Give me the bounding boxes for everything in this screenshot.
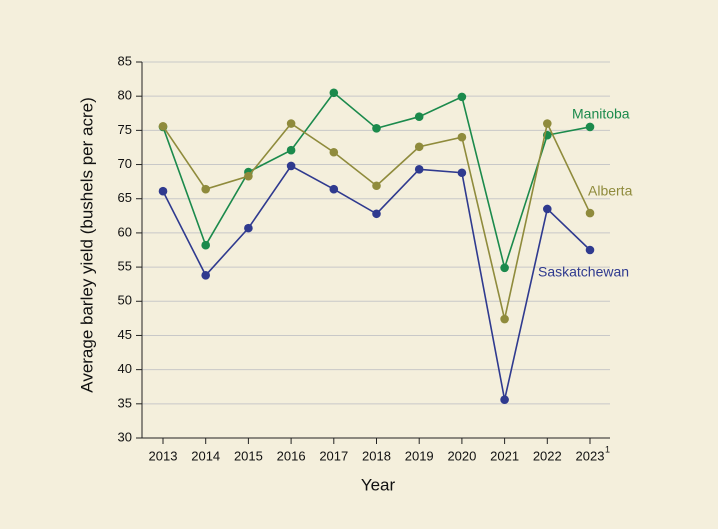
point: [500, 263, 509, 273]
x-tick-label: 2019: [405, 448, 434, 463]
y-tick-label: 45: [118, 327, 132, 342]
point: [414, 142, 424, 152]
point: [286, 145, 296, 155]
point: [372, 124, 381, 133]
x-axis-title: Year: [361, 475, 396, 494]
point: [500, 395, 509, 405]
x-tick-label: 2015: [234, 448, 263, 463]
point: [414, 112, 424, 121]
point: [500, 314, 509, 324]
x-tick-label: 2017: [319, 448, 348, 463]
y-tick-label: 75: [118, 122, 132, 137]
point: [244, 223, 253, 233]
point: [457, 92, 467, 102]
x-tick-label: 2014: [191, 448, 220, 463]
point: [543, 204, 552, 214]
point: [329, 88, 339, 98]
y-tick-label: 60: [118, 224, 132, 239]
y-tick-label: 30: [118, 429, 132, 444]
point: [286, 161, 296, 171]
point: [329, 147, 339, 157]
series-label: Saskatchewan: [538, 264, 629, 280]
point: [414, 165, 424, 174]
y-tick-label: 55: [118, 259, 132, 274]
y-tick-label: 40: [118, 361, 132, 376]
x-tick-label: 2021: [490, 448, 519, 463]
y-tick-label: 65: [118, 190, 132, 205]
point: [244, 171, 253, 181]
y-tick-label: 35: [118, 395, 132, 410]
y-tick-label: 80: [118, 88, 132, 103]
point: [201, 184, 210, 194]
point: [457, 168, 467, 178]
x-tick-label: 2023: [576, 448, 605, 463]
point: [201, 240, 210, 250]
point: [543, 119, 552, 128]
y-axis-title: Average barley yield (bushels per acre): [77, 97, 96, 392]
x-tick-label: 2022: [533, 448, 562, 463]
point: [372, 181, 381, 191]
point: [329, 184, 339, 194]
y-tick-label: 70: [118, 156, 132, 171]
point: [158, 121, 168, 131]
point: [585, 245, 595, 255]
point: [201, 270, 210, 280]
x-tick-label: 2013: [149, 448, 178, 463]
series-label: Manitoba: [572, 106, 630, 122]
x-tick-label: 2020: [447, 448, 476, 463]
point: [286, 119, 296, 128]
point: [457, 132, 467, 142]
footnote-marker: 1: [605, 444, 610, 454]
point: [585, 208, 595, 218]
point: [372, 209, 381, 219]
y-tick-label: 50: [118, 293, 132, 308]
x-tick-label: 2018: [362, 448, 391, 463]
y-tick-label: 85: [118, 53, 132, 68]
point: [158, 186, 168, 196]
x-tick-label: 2016: [277, 448, 306, 463]
point: [585, 122, 595, 132]
series-label: Alberta: [588, 183, 633, 199]
